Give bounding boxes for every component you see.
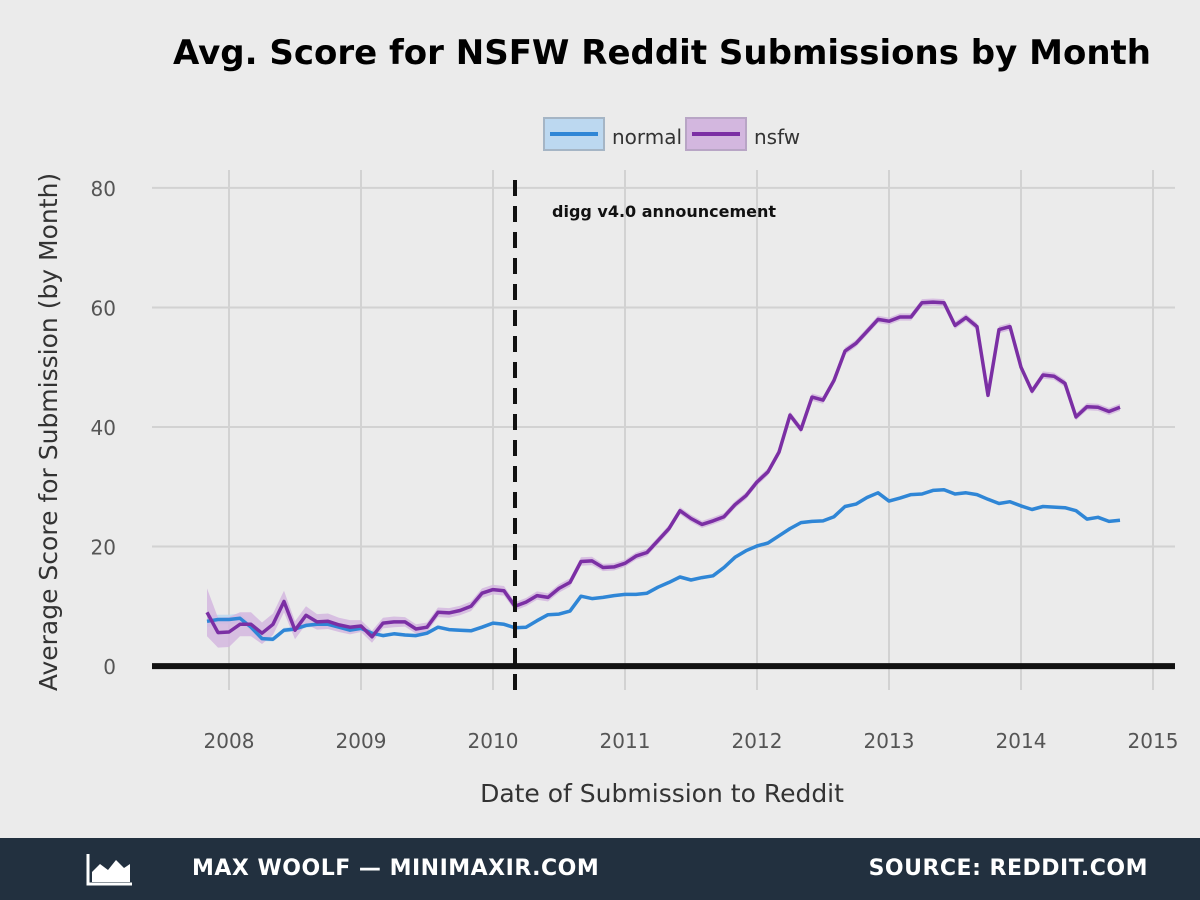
confidence-bands (207, 298, 1120, 648)
y-axis-label: Average Score for Submission (by Month) (34, 173, 63, 691)
annotation: digg v4.0 announcement (513, 180, 776, 692)
y-tick-label: 40 (91, 416, 116, 440)
legend-label-nsfw: nsfw (754, 125, 800, 149)
y-tick-label: 20 (91, 536, 116, 560)
x-tick-label: 2009 (336, 729, 387, 753)
line-chart: Avg. Score for NSFW Reddit Submissions b… (34, 33, 1179, 808)
x-tick-label: 2010 (468, 729, 519, 753)
y-tick-label: 60 (91, 296, 116, 320)
y-tick-label: 0 (103, 655, 116, 679)
series-line-normal (206, 488, 1121, 641)
series-line-nsfw (205, 300, 1121, 639)
chart-title: Avg. Score for NSFW Reddit Submissions b… (173, 33, 1151, 73)
legend: normal nsfw (543, 117, 800, 151)
series-lines (205, 300, 1121, 641)
axes: 2008 2009 2010 2011 2012 2013 2014 2015 0 20 40 60 8… (91, 177, 1179, 753)
annotation-label: digg v4.0 announcement (552, 202, 776, 221)
grid (152, 170, 1175, 690)
footer-bar: MAX WOOLF — MINIMAXIR.COM SOURCE: REDDIT… (0, 838, 1200, 900)
y-tick-label: 80 (91, 177, 116, 201)
x-tick-label: 2008 (204, 729, 255, 753)
x-tick-label: 2011 (600, 729, 651, 753)
x-axis-label: Date of Submission to Reddit (480, 779, 844, 808)
x-tick-label: 2012 (732, 729, 783, 753)
band-normal (207, 488, 1120, 642)
band-nsfw (207, 298, 1120, 648)
x-tick-label: 2015 (1128, 729, 1179, 753)
legend-label-normal: normal (612, 125, 682, 149)
x-tick-label: 2013 (864, 729, 915, 753)
area-chart-logo-icon (86, 854, 132, 886)
footer-author: MAX WOOLF — MINIMAXIR.COM (192, 856, 600, 881)
footer-source: SOURCE: REDDIT.COM (868, 856, 1148, 881)
x-tick-label: 2014 (996, 729, 1047, 753)
